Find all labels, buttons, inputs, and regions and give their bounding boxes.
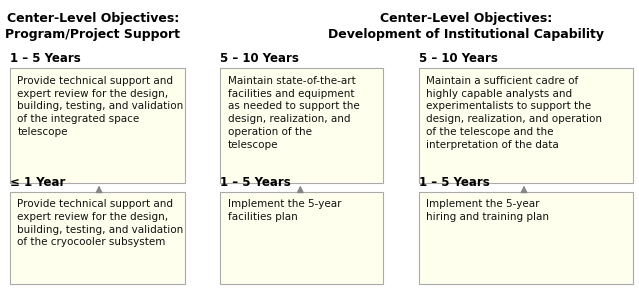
Bar: [220, 68, 383, 183]
Text: 5 – 10 Years: 5 – 10 Years: [419, 52, 497, 65]
Text: Provide technical support and
expert review for the design,
building, testing, a: Provide technical support and expert rev…: [17, 76, 183, 137]
Bar: [10, 68, 185, 183]
Text: Implement the 5-year
facilities plan: Implement the 5-year facilities plan: [228, 199, 342, 222]
Text: 5 – 10 Years: 5 – 10 Years: [220, 52, 299, 65]
Text: 1 – 5 Years: 1 – 5 Years: [419, 176, 489, 189]
Text: Center-Level Objectives:
Program/Project Support: Center-Level Objectives: Program/Project…: [5, 12, 180, 41]
Text: ≤ 1 Year: ≤ 1 Year: [10, 176, 65, 189]
Bar: [220, 192, 383, 284]
Text: Implement the 5-year
hiring and training plan: Implement the 5-year hiring and training…: [426, 199, 549, 222]
Text: 1 – 5 Years: 1 – 5 Years: [220, 176, 291, 189]
Text: Maintain state-of-the-art
facilities and equipment
as needed to support the
desi: Maintain state-of-the-art facilities and…: [228, 76, 360, 150]
Text: Provide technical support and
expert review for the design,
building, testing, a: Provide technical support and expert rev…: [17, 199, 183, 247]
Bar: [419, 68, 633, 183]
Text: Maintain a sufficient cadre of
highly capable analysts and
experimentalists to s: Maintain a sufficient cadre of highly ca…: [426, 76, 602, 150]
Text: 1 – 5 Years: 1 – 5 Years: [10, 52, 81, 65]
Bar: [419, 192, 633, 284]
Bar: [10, 192, 185, 284]
Text: Center-Level Objectives:
Development of Institutional Capability: Center-Level Objectives: Development of …: [328, 12, 604, 41]
